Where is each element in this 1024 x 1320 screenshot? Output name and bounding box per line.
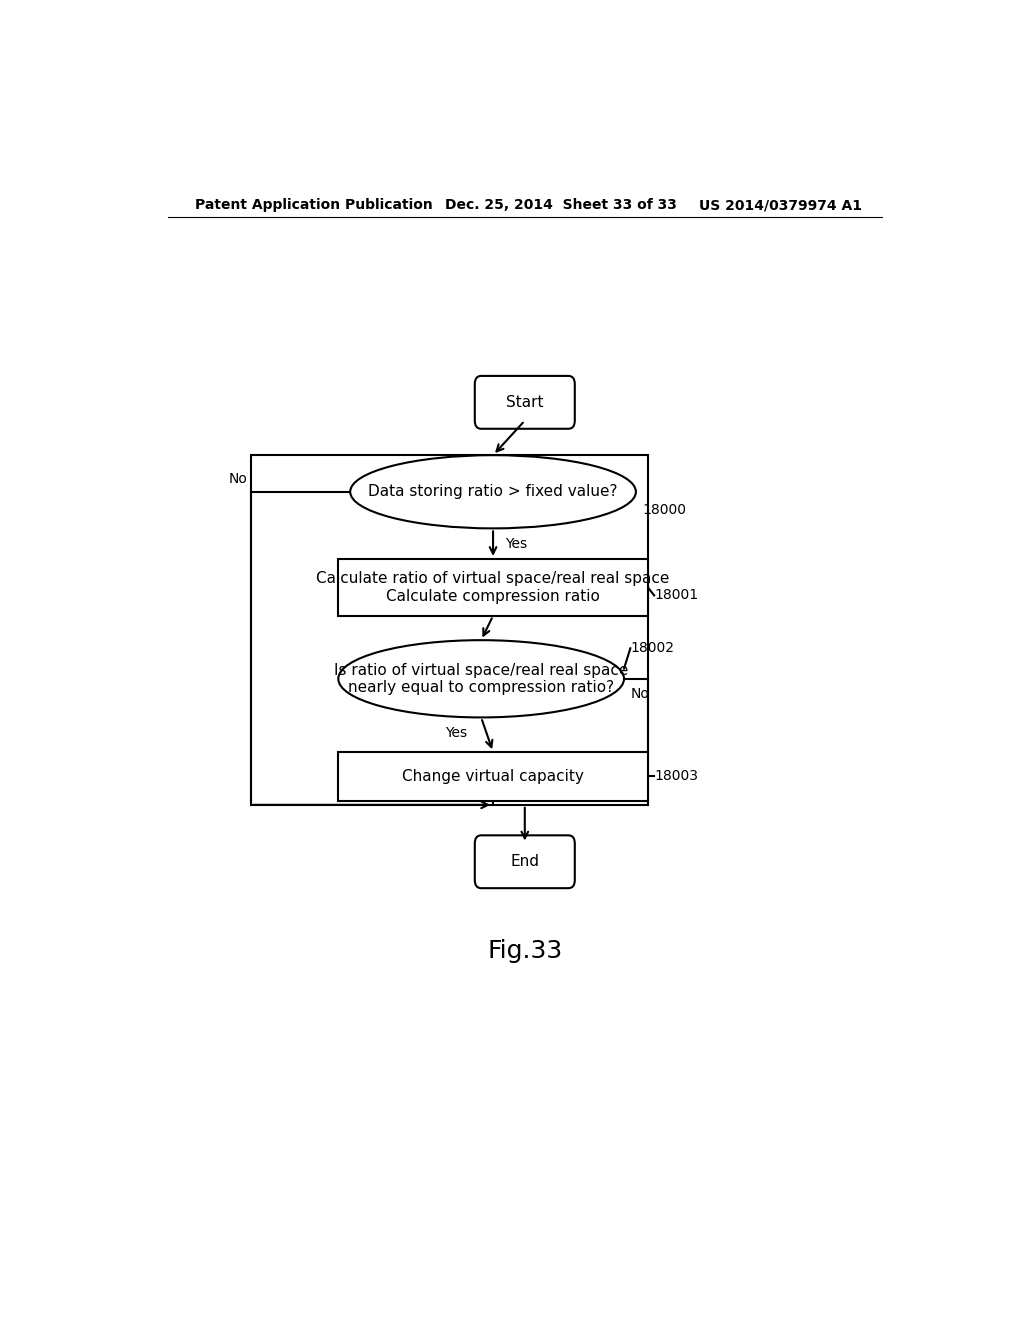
Ellipse shape [350,455,636,528]
Text: Is ratio of virtual space/real real space
nearly equal to compression ratio?: Is ratio of virtual space/real real spac… [334,663,629,696]
Text: Start: Start [506,395,544,409]
Bar [338,752,648,801]
Text: Fig.33: Fig.33 [487,940,562,964]
Text: End: End [510,854,540,870]
Text: 18002: 18002 [631,642,675,655]
Text: Yes: Yes [445,726,468,739]
Text: 18003: 18003 [654,770,698,783]
FancyBboxPatch shape [475,376,574,429]
Text: Data storing ratio > fixed value?: Data storing ratio > fixed value? [369,484,617,499]
Text: Patent Application Publication: Patent Application Publication [196,198,433,213]
Bar [338,558,648,616]
Text: Calculate ratio of virtual space/real real space
Calculate compression ratio: Calculate ratio of virtual space/real re… [316,572,670,603]
Text: US 2014/0379974 A1: US 2014/0379974 A1 [699,198,862,213]
Text: Dec. 25, 2014  Sheet 33 of 33: Dec. 25, 2014 Sheet 33 of 33 [445,198,677,213]
Text: Yes: Yes [505,536,527,550]
Ellipse shape [338,640,624,718]
Text: 18000: 18000 [642,503,686,517]
Bar [251,455,648,805]
FancyBboxPatch shape [475,836,574,888]
Text: Change virtual capacity: Change virtual capacity [402,768,584,784]
Text: No: No [631,686,649,701]
Text: No: No [228,471,247,486]
Text: 18001: 18001 [654,589,698,602]
